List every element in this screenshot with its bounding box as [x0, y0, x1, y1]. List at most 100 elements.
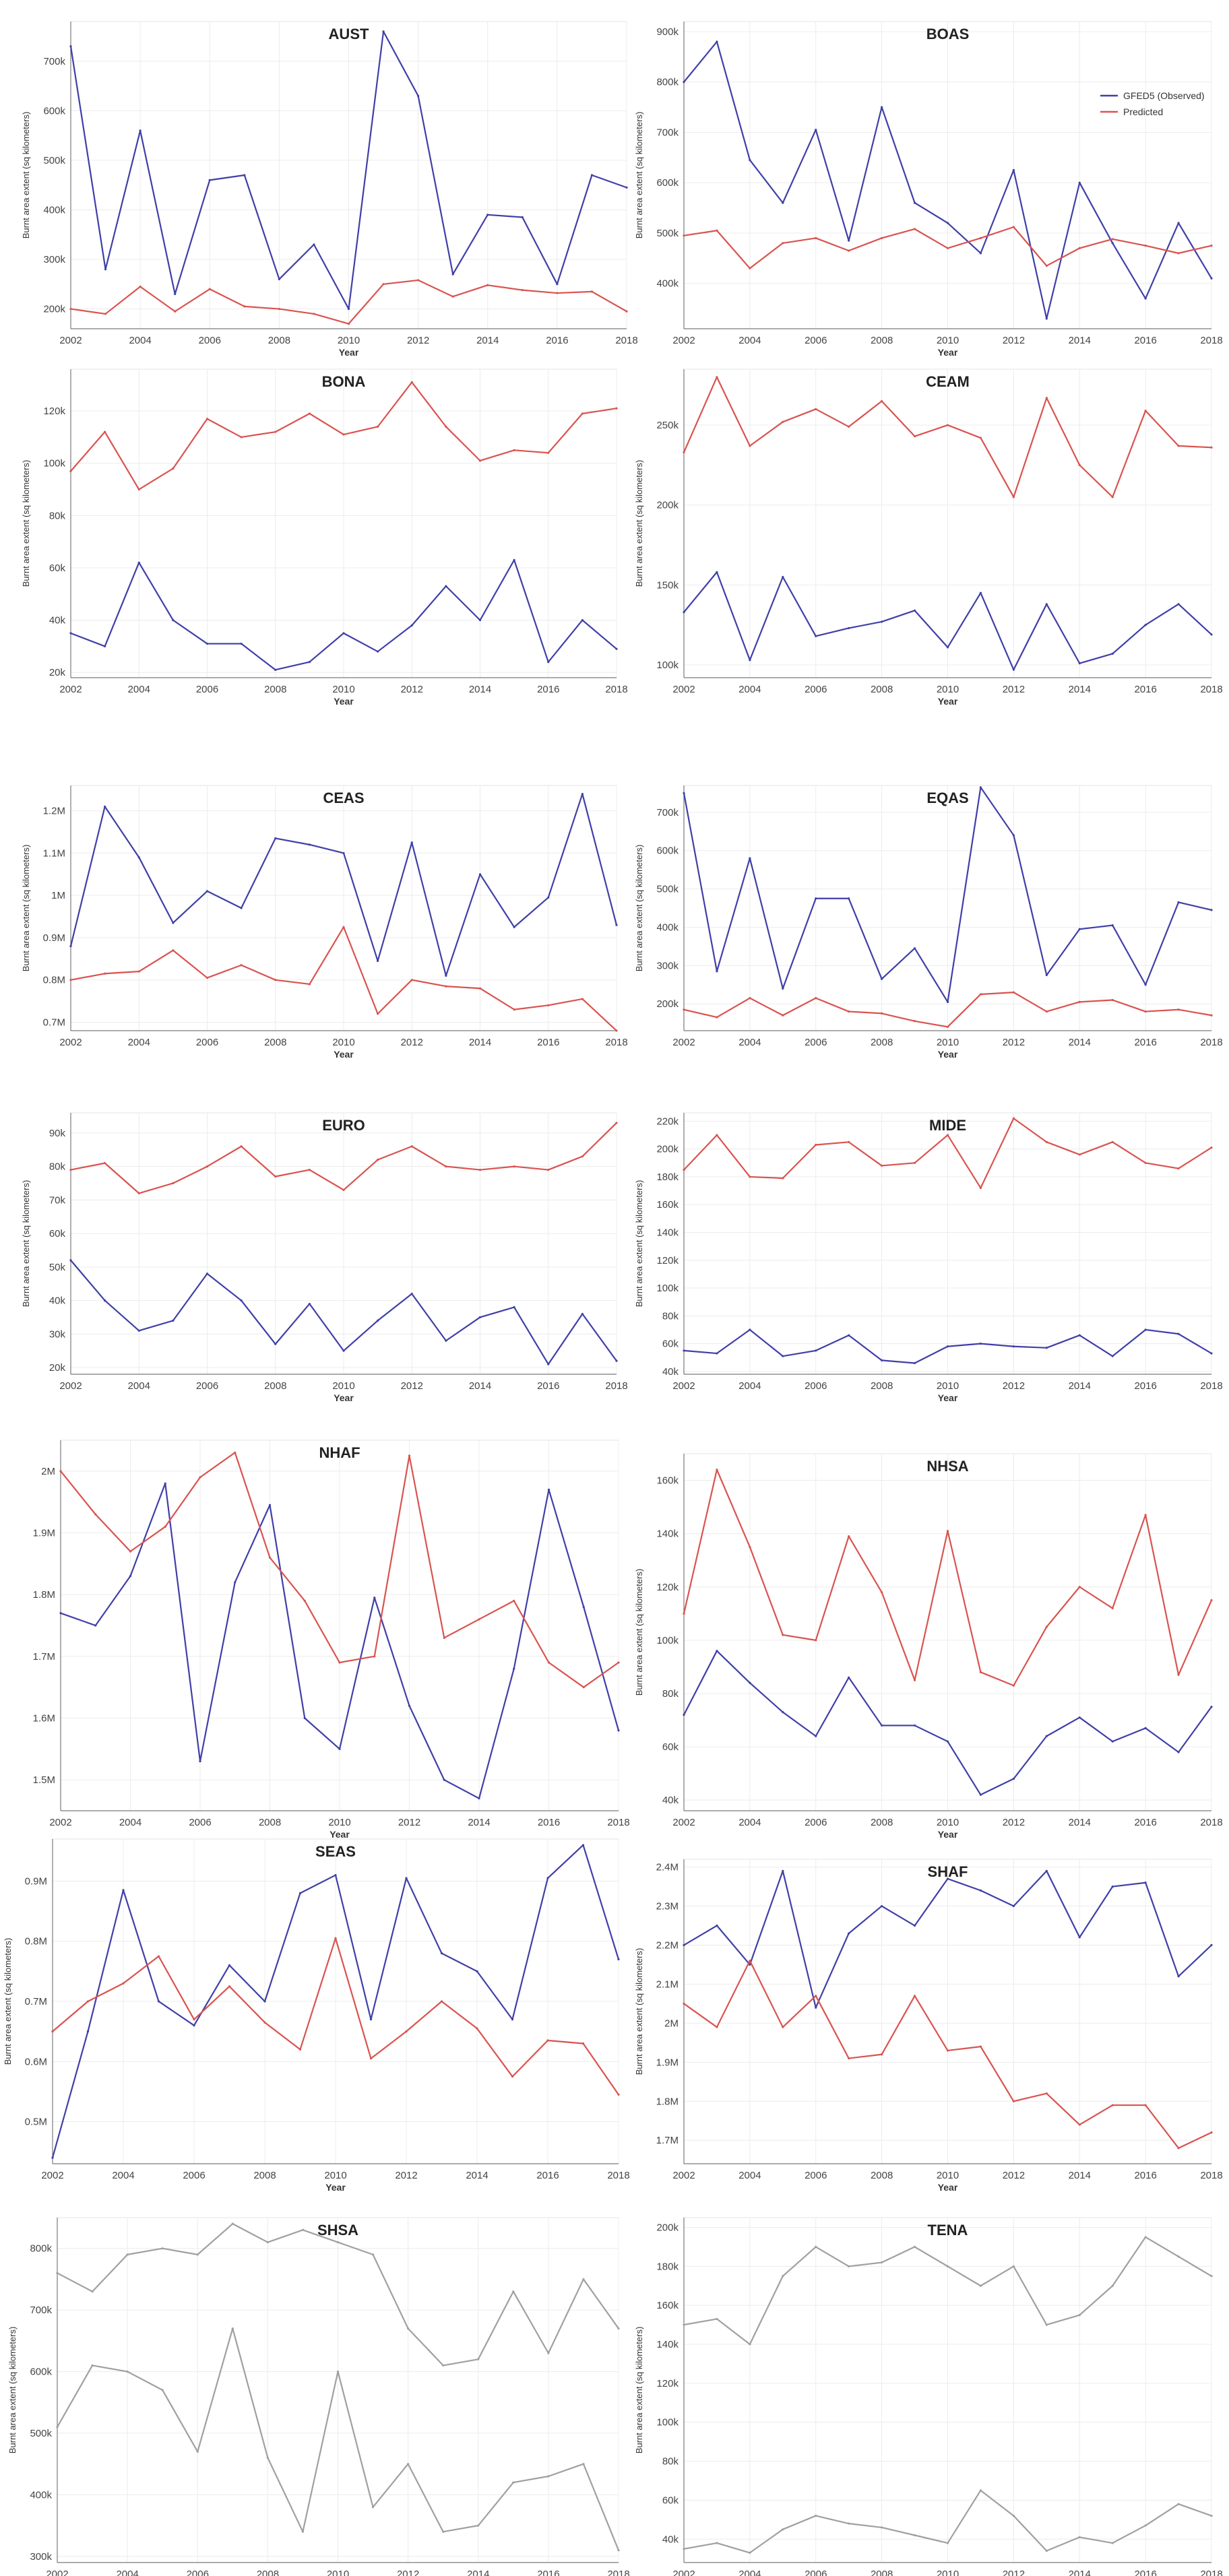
data-point-gfed5-observed: [617, 1729, 620, 1732]
data-point-gfed5-observed: [547, 2475, 550, 2478]
y-axis-label: Burnt area extent (sq kilometers): [634, 1569, 644, 1696]
data-point-predicted: [1177, 445, 1180, 447]
x-tick-label: 2016: [537, 1037, 559, 1048]
data-point-gfed5-observed: [782, 1869, 784, 1872]
y-tick-label: 1.8M: [33, 1589, 55, 1601]
data-point-predicted: [228, 1985, 231, 1988]
data-point-predicted: [979, 437, 982, 439]
data-point-predicted: [716, 1016, 718, 1019]
x-tick-label: 2018: [605, 1037, 627, 1048]
data-point-gfed5-observed: [445, 585, 447, 587]
chart-shaf: 2002 2004 2006 2008 2010 2012 2014 2016 2018 1.7M…: [634, 1859, 1223, 2193]
data-point-predicted: [137, 488, 140, 491]
data-point-predicted: [104, 430, 106, 433]
x-axis-label: Year: [325, 2182, 346, 2193]
data-point-predicted: [478, 1618, 480, 1621]
data-point-gfed5-observed: [1078, 662, 1081, 665]
data-point-gfed5-observed: [104, 268, 107, 271]
data-point-predicted: [476, 2027, 478, 2030]
y-tick-label: 120k: [43, 406, 65, 417]
data-point-predicted: [881, 1591, 883, 1594]
y-tick-label: 700k: [43, 56, 65, 67]
data-point-gfed5-observed: [848, 626, 850, 630]
data-point-predicted: [240, 436, 243, 439]
data-point-predicted: [104, 313, 107, 315]
x-tick-label: 2010: [937, 684, 959, 695]
data-point-gfed5-observed: [1012, 1904, 1015, 1908]
data-point-gfed5-observed: [1111, 924, 1114, 927]
data-point-gfed5-observed: [1111, 242, 1114, 245]
data-point-predicted: [1144, 410, 1147, 412]
x-tick-label: 2004: [738, 1037, 761, 1048]
x-tick-label: 2006: [805, 335, 827, 346]
data-point-predicted: [848, 1535, 850, 1538]
y-tick-label: 180k: [656, 2261, 679, 2272]
x-tick-label: 2014: [1069, 1817, 1091, 1828]
data-point-gfed5-observed: [946, 1877, 949, 1880]
data-point-predicted: [513, 1008, 515, 1011]
data-point-gfed5-observed: [979, 1793, 982, 1796]
x-tick-label: 2002: [672, 684, 695, 695]
data-point-predicted: [946, 2265, 949, 2267]
data-point-predicted: [782, 2026, 784, 2028]
y-tick-label: 400k: [656, 922, 679, 933]
data-point-gfed5-observed: [1210, 1352, 1213, 1355]
x-tick-label: 2002: [672, 1380, 695, 1392]
data-point-predicted: [946, 1134, 949, 1136]
data-point-predicted: [913, 1020, 916, 1023]
y-tick-label: 2.1M: [656, 1978, 679, 1990]
data-point-predicted: [615, 1122, 618, 1124]
data-point-predicted: [373, 1655, 376, 1658]
data-point-gfed5-observed: [913, 609, 916, 612]
y-tick-label: 140k: [656, 2339, 679, 2350]
data-point-predicted: [1111, 1607, 1114, 1610]
data-point-gfed5-observed: [615, 647, 618, 650]
data-point-predicted: [1111, 238, 1114, 240]
y-tick-label: 120k: [656, 1582, 679, 1593]
data-point-predicted: [104, 1162, 106, 1165]
data-point-predicted: [86, 2000, 90, 2003]
chart-seas: 2002 2004 2006 2008 2010 2012 2014 2016 2018 0.5M…: [3, 1838, 630, 2193]
y-tick-label: 2.2M: [656, 1939, 679, 1951]
x-tick-label: 2012: [401, 1380, 423, 1392]
x-tick-label: 2018: [605, 684, 627, 695]
data-point-gfed5-observed: [342, 632, 345, 635]
data-point-predicted: [615, 407, 618, 410]
data-point-predicted: [521, 289, 524, 292]
data-point-gfed5-observed: [308, 661, 311, 664]
data-point-gfed5-observed: [1144, 1881, 1147, 1884]
data-point-gfed5-observed: [979, 1889, 982, 1892]
data-point-predicted: [303, 1599, 306, 1602]
data-point-gfed5-observed: [266, 2456, 269, 2459]
x-tick-label: 2012: [1003, 335, 1025, 346]
y-tick-label: 140k: [656, 1528, 679, 1540]
y-tick-label: 2.3M: [656, 1901, 679, 1912]
data-point-gfed5-observed: [815, 1735, 817, 1737]
y-axis-label: Burnt area extent (sq kilometers): [21, 460, 31, 587]
data-point-gfed5-observed: [782, 1711, 784, 1714]
data-point-gfed5-observed: [274, 837, 277, 840]
data-point-gfed5-observed: [513, 1667, 515, 1670]
data-point-predicted: [617, 2093, 620, 2096]
y-tick-label: 220k: [656, 1116, 679, 1127]
x-tick-label: 2018: [1200, 335, 1222, 346]
data-point-predicted: [749, 267, 751, 269]
x-tick-label: 2012: [1003, 2569, 1025, 2576]
x-tick-label: 2006: [805, 2170, 827, 2181]
data-point-predicted: [137, 1192, 140, 1194]
data-point-gfed5-observed: [749, 857, 751, 860]
x-tick-label: 2012: [397, 2569, 419, 2576]
data-point-gfed5-observed: [513, 926, 515, 928]
data-point-gfed5-observed: [274, 1343, 277, 1345]
chart-title: AUST: [329, 26, 369, 42]
data-point-predicted: [313, 313, 315, 315]
chart-shsa: 2002 2004 2006 2008 2010 2012 2014 2016 2018 300k…: [7, 2217, 630, 2576]
data-point-predicted: [240, 964, 243, 967]
data-point-predicted: [206, 418, 209, 420]
data-point-predicted: [1144, 1010, 1147, 1013]
data-point-predicted: [91, 2290, 94, 2293]
data-point-gfed5-observed: [1177, 603, 1180, 606]
data-point-gfed5-observed: [369, 2018, 373, 2021]
data-point-gfed5-observed: [405, 1877, 408, 1879]
x-tick-label: 2014: [469, 684, 491, 695]
